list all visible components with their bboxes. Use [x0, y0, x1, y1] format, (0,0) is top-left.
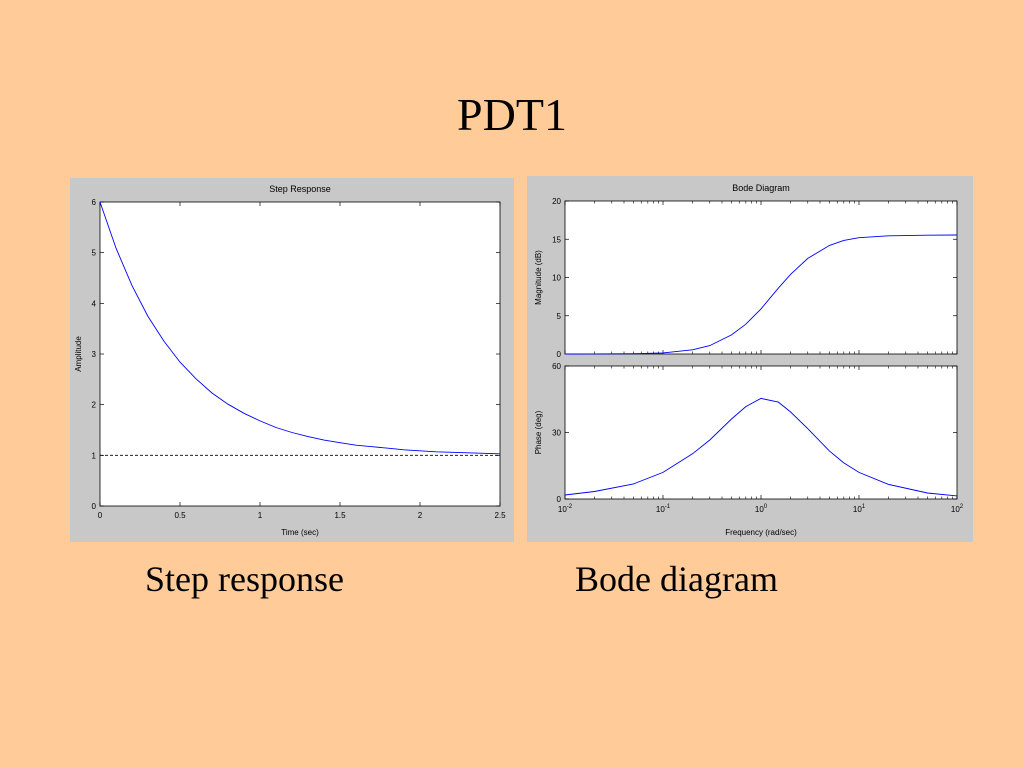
y-tick-label: 20 [552, 197, 561, 206]
magnitude-ylabel: Magnitude (dB) [534, 250, 543, 305]
y-tick-label: 5 [557, 312, 562, 321]
bode-diagram-svg: Bode Diagram 0 5 10 15 20 Magnitude (dB) 10-2 10… [527, 176, 973, 542]
x-tick-label: 1 [258, 511, 263, 520]
phase-ylabel: Phase (deg) [534, 410, 543, 454]
x-tick-label: 2.5 [494, 511, 506, 520]
x-tick-label: 10-1 [656, 504, 671, 514]
bode-title: Bode Diagram [732, 183, 790, 193]
y-tick-label: 30 [552, 429, 561, 438]
y-tick-label: 4 [92, 299, 97, 308]
step-ylabel: Amplitude [74, 336, 83, 372]
slide-title: PDT1 [457, 89, 567, 140]
y-tick-label: 3 [92, 350, 97, 359]
y-tick-label: 5 [92, 249, 97, 258]
magnitude-axes-box [564, 200, 958, 355]
magnitude-line [564, 234, 958, 355]
x-tick-label: 101 [853, 504, 866, 514]
y-tick-label: 15 [552, 235, 561, 244]
x-tick-label: 1.5 [334, 511, 346, 520]
phase-line [564, 397, 958, 497]
x-tick-label: 102 [951, 504, 964, 514]
step-response-svg: Step Response 0 0.5 1 1.5 2 2.5 0 1 2 3 4 5 6 Time (se… [70, 178, 514, 542]
bode-diagram-figure: Bode Diagram 0 5 10 15 20 Magnitude (dB) 10-2 10… [527, 176, 973, 542]
step-response-line [99, 201, 501, 455]
x-tick-label: 0 [98, 511, 103, 520]
y-tick-label: 0 [92, 502, 97, 511]
x-tick-label: 100 [755, 504, 768, 514]
step-response-figure: Step Response 0 0.5 1 1.5 2 2.5 0 1 2 3 4 5 6 Time (se… [70, 178, 514, 542]
x-tick-label: 2 [418, 511, 423, 520]
y-tick-label: 0 [557, 350, 562, 359]
step-axes-box [99, 201, 501, 507]
step-xlabel: Time (sec) [281, 528, 319, 537]
caption-step-response: Step response [145, 559, 344, 599]
y-tick-label: 6 [92, 198, 97, 207]
y-tick-label: 10 [552, 274, 561, 283]
y-tick-label: 0 [557, 495, 562, 504]
y-tick-label: 1 [92, 451, 97, 460]
y-tick-label: 60 [552, 362, 561, 371]
x-tick-label: 0.5 [174, 511, 186, 520]
x-tick-label: 10-2 [558, 504, 573, 514]
bode-xlabel: Frequency (rad/sec) [725, 528, 797, 537]
y-tick-label: 2 [92, 401, 97, 410]
phase-axes-box [564, 365, 958, 500]
step-title: Step Response [269, 184, 331, 194]
caption-bode-diagram: Bode diagram [575, 559, 778, 599]
